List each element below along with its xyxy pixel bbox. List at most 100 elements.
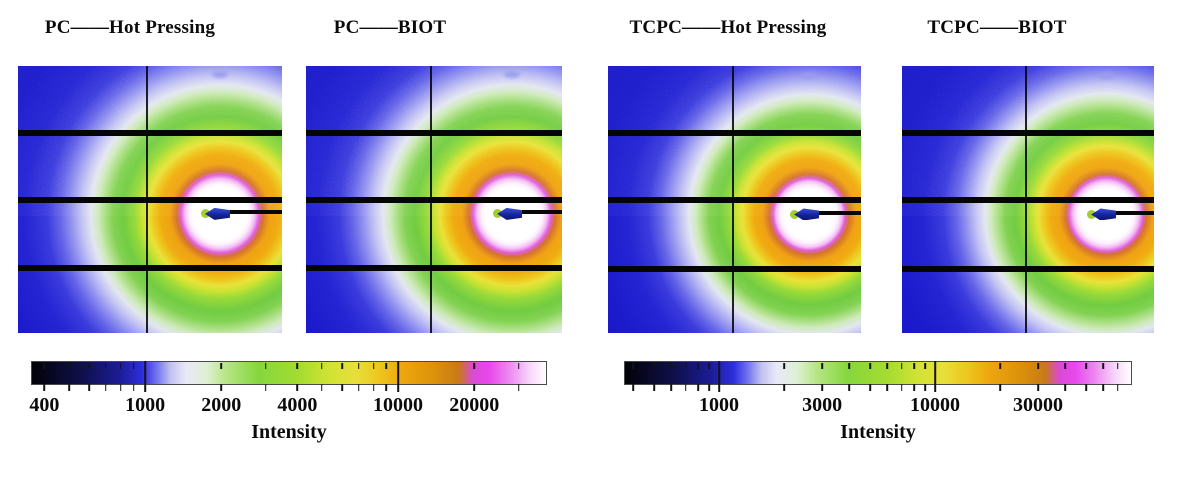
colorbar-minor-tick	[358, 362, 360, 369]
scattering-image-tcpc-hot-pressing	[608, 66, 861, 333]
colorbar-tick-label: 10000	[373, 394, 424, 416]
colorbar-minor-tick	[1102, 362, 1104, 369]
colorbar-major-tick	[934, 361, 936, 392]
beamstop-arrow-icon	[204, 207, 230, 220]
colorbar-minor-tick	[684, 384, 687, 391]
colorbar-minor-tick	[1085, 362, 1087, 369]
colorbar-minor-tick	[296, 384, 299, 391]
detector-gap-bar-middle	[608, 197, 861, 203]
colorbar-minor-tick	[848, 384, 850, 391]
colorbar-minor-tick	[517, 384, 520, 391]
colorbar-minor-tick	[43, 384, 46, 391]
colorbar-minor-tick	[341, 362, 343, 369]
colorbar-minor-tick	[341, 384, 343, 391]
detector-gap-bar-middle	[18, 197, 282, 203]
beamstop-arm	[520, 210, 562, 214]
detector-gap-bar-top	[306, 130, 562, 136]
colorbar-gradient	[31, 361, 547, 385]
colorbar-minor-tick	[385, 362, 388, 369]
colorbar-minor-tick	[783, 362, 785, 369]
colorbar-minor-tick	[821, 384, 823, 391]
colorbar-minor-tick	[697, 384, 699, 391]
colorbar-minor-tick	[132, 384, 135, 391]
colorbar-minor-tick	[220, 384, 223, 391]
colorbar-minor-tick	[68, 384, 70, 391]
intensity-colorbar-left: Intensity 400 1000 2000 4000 10000 20000	[29, 361, 547, 443]
colorbar-minor-tick	[632, 384, 634, 391]
scattering-image-pc-biot	[306, 66, 562, 333]
colorbar-gradient	[624, 361, 1132, 385]
parasitic-scatter-spot	[504, 71, 521, 78]
panel-title-pc-hot-pressing: PC——Hot Pressing	[44, 17, 216, 38]
colorbar-minor-tick	[1037, 362, 1039, 369]
colorbar-minor-tick	[119, 384, 122, 391]
colorbar-minor-tick	[670, 362, 672, 369]
colorbar-minor-tick	[900, 384, 903, 391]
colorbar-minor-tick	[684, 362, 687, 369]
colorbar-minor-tick	[68, 362, 70, 369]
colorbar-minor-tick	[632, 362, 634, 369]
colorbar-minor-tick	[321, 362, 323, 369]
panel-title-pc-biot: PC——BIOT	[333, 17, 447, 38]
colorbar-minor-tick	[296, 362, 299, 369]
detector-gap-bar-bottom	[902, 266, 1154, 272]
detector-gap-bar-bottom	[608, 266, 861, 272]
colorbar-minor-tick	[999, 362, 1001, 369]
colorbar-minor-tick	[358, 384, 360, 391]
beamstop-arrow-icon	[794, 208, 820, 221]
colorbar-minor-tick	[653, 384, 655, 391]
beamstop-arrow-icon	[497, 207, 523, 220]
colorbar-tick-label: 4000	[277, 394, 318, 416]
colorbar-minor-tick	[869, 362, 871, 369]
colorbar-minor-tick	[264, 362, 267, 369]
colorbar-minor-tick	[924, 362, 926, 369]
colorbar-tick-label: 3000	[802, 394, 843, 416]
colorbar-minor-tick	[708, 384, 710, 391]
colorbar-minor-tick	[1064, 362, 1066, 369]
colorbar-minor-tick	[132, 362, 135, 369]
colorbar-minor-tick	[1116, 362, 1119, 369]
detector-gap-bar-top	[608, 130, 861, 136]
colorbar-tick-label: 2000	[201, 394, 242, 416]
colorbar-minor-tick	[321, 384, 323, 391]
colorbar-minor-tick	[372, 384, 375, 391]
colorbar-minor-tick	[105, 384, 107, 391]
colorbar-tick-label: 400	[29, 394, 60, 416]
colorbar-minor-tick	[1116, 384, 1119, 391]
colorbar-minor-tick	[264, 384, 267, 391]
colorbar-axis-title: Intensity	[840, 421, 916, 443]
scattering-image-tcpc-biot	[902, 66, 1154, 333]
colorbar-minor-tick	[821, 362, 823, 369]
colorbar-minor-tick	[900, 362, 903, 369]
colorbar-tick-label: 10000	[909, 394, 960, 416]
colorbar-minor-tick	[697, 362, 699, 369]
scattering-image-pc-hot-pressing	[18, 66, 282, 333]
colorbar-minor-tick	[653, 362, 655, 369]
colorbar-minor-tick	[473, 384, 475, 391]
detector-gap-bar-middle	[902, 197, 1154, 203]
beamstop-arm	[817, 211, 861, 215]
colorbar-minor-tick	[1064, 384, 1066, 391]
panel-title-tcpc-biot: TCPC——BIOT	[927, 17, 1067, 38]
parasitic-scatter-spot	[1098, 72, 1115, 79]
colorbar-minor-tick	[119, 362, 122, 369]
colorbar-minor-tick	[886, 362, 888, 369]
parasitic-scatter-spot	[211, 71, 228, 78]
colorbar-minor-tick	[999, 384, 1001, 391]
colorbar-minor-tick	[848, 362, 850, 369]
colorbar-minor-tick	[913, 362, 915, 369]
colorbar-minor-tick	[372, 362, 375, 369]
colorbar-minor-tick	[1102, 384, 1104, 391]
colorbar-major-tick	[144, 361, 146, 392]
colorbar-minor-tick	[473, 362, 475, 369]
colorbar-axis-title: Intensity	[251, 421, 327, 443]
colorbar-tick-label: 1000	[125, 394, 166, 416]
detector-gap-bar-bottom	[18, 265, 282, 271]
colorbar-tick-label: 1000	[699, 394, 740, 416]
colorbar-minor-tick	[385, 384, 388, 391]
colorbar-minor-tick	[517, 362, 520, 369]
colorbar-major-tick	[397, 361, 399, 392]
colorbar-tick-label: 30000	[1013, 394, 1064, 416]
colorbar-minor-tick	[869, 384, 871, 391]
